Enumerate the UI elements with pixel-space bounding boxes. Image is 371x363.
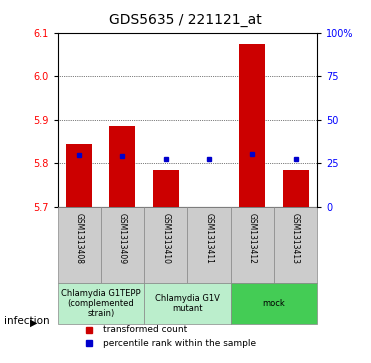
Text: Chlamydia G1V
mutant: Chlamydia G1V mutant <box>155 294 220 313</box>
Bar <box>58 283 144 324</box>
Text: percentile rank within the sample: percentile rank within the sample <box>103 339 256 348</box>
Bar <box>153 170 179 207</box>
Bar <box>231 283 317 324</box>
Text: infection: infection <box>4 316 49 326</box>
Text: GDS5635 / 221121_at: GDS5635 / 221121_at <box>109 13 262 27</box>
Bar <box>144 283 231 324</box>
Text: GSM1313410: GSM1313410 <box>161 213 170 264</box>
Text: GSM1313413: GSM1313413 <box>291 213 300 264</box>
Text: ▶: ▶ <box>30 317 38 327</box>
Bar <box>101 207 144 283</box>
Bar <box>231 207 274 283</box>
Bar <box>58 207 101 283</box>
Bar <box>274 207 317 283</box>
Bar <box>66 144 92 207</box>
Bar <box>144 207 187 283</box>
Text: GSM1313408: GSM1313408 <box>75 213 83 264</box>
Text: GSM1313409: GSM1313409 <box>118 213 127 264</box>
Bar <box>283 170 309 207</box>
Text: transformed count: transformed count <box>103 326 187 334</box>
Text: mock: mock <box>263 299 285 308</box>
Text: GSM1313411: GSM1313411 <box>204 213 213 264</box>
Bar <box>239 44 265 207</box>
Bar <box>109 126 135 207</box>
Bar <box>187 207 231 283</box>
Text: GSM1313412: GSM1313412 <box>248 213 257 264</box>
Text: Chlamydia G1TEPP
(complemented
strain): Chlamydia G1TEPP (complemented strain) <box>61 289 141 318</box>
